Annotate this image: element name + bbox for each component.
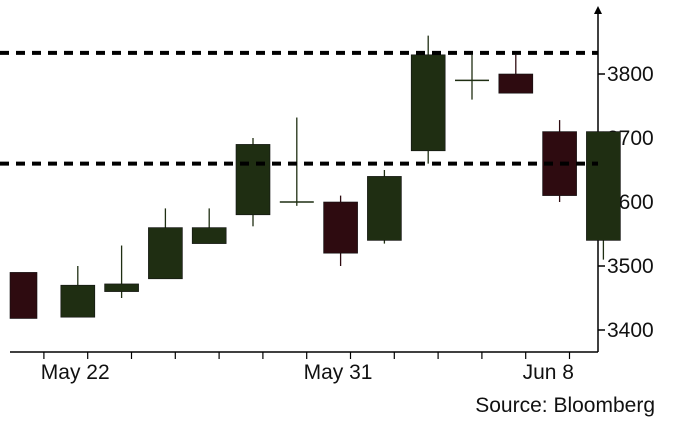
candle-body xyxy=(191,227,227,244)
x-tick-label: May 31 xyxy=(304,361,373,384)
y-tick-label: 3400 xyxy=(607,319,654,342)
candle-body xyxy=(60,284,96,318)
candle-body xyxy=(498,73,534,94)
y-tick-label: 3500 xyxy=(607,255,654,278)
candle-body xyxy=(9,272,38,319)
candle-body xyxy=(586,131,621,241)
source-note: Source: Bloomberg xyxy=(475,394,655,417)
candle-body xyxy=(410,54,446,152)
y-tick-label: 3800 xyxy=(607,63,654,86)
x-tick-label: Jun 8 xyxy=(523,361,574,384)
candle-body xyxy=(235,144,271,216)
candle-body xyxy=(104,283,139,292)
candle-body xyxy=(367,176,402,241)
candle-body xyxy=(148,227,183,280)
x-tick-label: May 22 xyxy=(41,361,110,384)
y-axis-arrow xyxy=(594,6,602,14)
candle-body xyxy=(323,201,358,254)
